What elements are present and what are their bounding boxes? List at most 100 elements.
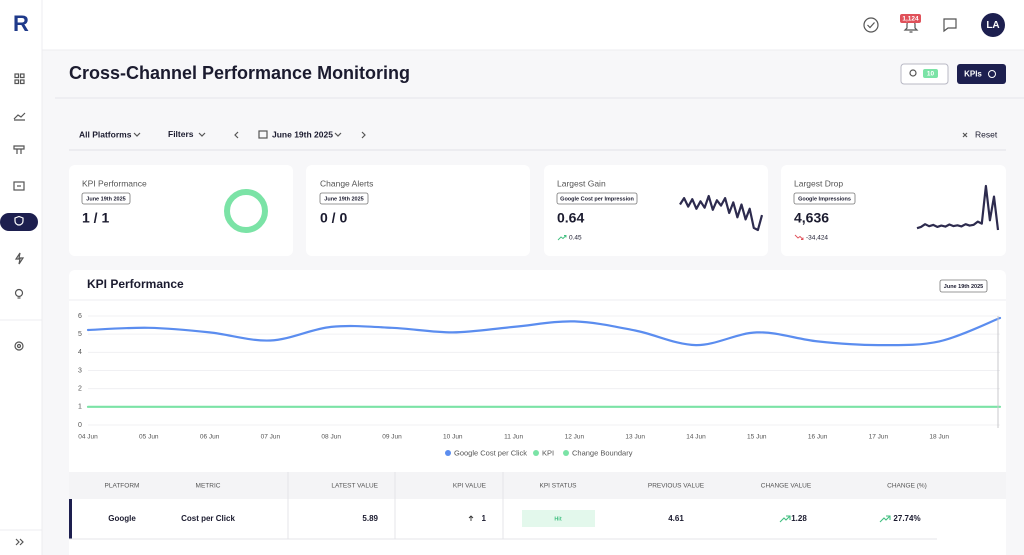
avatar-initials: LA bbox=[986, 20, 999, 31]
x-tick-label: 12 Jun bbox=[565, 434, 585, 441]
sidebar bbox=[0, 0, 42, 555]
card-delta: 0.45 bbox=[569, 235, 582, 242]
panel-date-badge bbox=[939, 279, 988, 293]
tasks-icon[interactable] bbox=[863, 17, 879, 33]
reset-button[interactable]: Reset bbox=[962, 129, 998, 139]
notifications[interactable]: 1,124 bbox=[900, 14, 921, 33]
expand-sidebar[interactable] bbox=[15, 538, 24, 546]
card-value: 0 / 0 bbox=[320, 210, 347, 226]
card-date: June 19th 2025 bbox=[86, 196, 125, 202]
insights-button[interactable]: 10 bbox=[900, 63, 949, 85]
insights-count: 10 bbox=[927, 71, 935, 78]
x-tick-label: 06 Jun bbox=[200, 434, 220, 441]
nav-performance-icon bbox=[14, 215, 24, 226]
avatar[interactable]: LA bbox=[981, 13, 1005, 37]
y-tick-label: 5 bbox=[78, 331, 82, 338]
series-line bbox=[86, 316, 1002, 347]
y-tick-label: 0 bbox=[78, 422, 82, 429]
column-header: PLATFORM bbox=[105, 483, 140, 490]
header bbox=[43, 51, 1024, 98]
column-header: KPI VALUE bbox=[453, 483, 487, 490]
cell: 1 bbox=[482, 514, 487, 523]
messages-icon[interactable] bbox=[943, 18, 957, 33]
row-indicator bbox=[69, 499, 72, 539]
panel-date: June 19th 2025 bbox=[944, 284, 983, 290]
cell: 1.28 bbox=[791, 514, 807, 523]
column-header: CHANGE VALUE bbox=[761, 483, 812, 490]
card-date: June 19th 2025 bbox=[324, 196, 363, 202]
sparkline bbox=[916, 184, 1000, 231]
column-header: LATEST VALUE bbox=[331, 483, 378, 490]
y-tick-label: 4 bbox=[78, 349, 82, 356]
card-alerts: Change Alerts June 19th 2025 0 / 0 bbox=[306, 165, 530, 256]
column-header: PREVIOUS VALUE bbox=[648, 483, 705, 490]
card-value: 0.64 bbox=[557, 210, 584, 226]
page-title: Cross-Channel Performance Monitoring bbox=[69, 63, 410, 83]
column-header: METRIC bbox=[196, 483, 221, 490]
nav-reports[interactable] bbox=[13, 145, 25, 154]
platform-label: All Platforms bbox=[79, 129, 132, 139]
nav-automation[interactable] bbox=[14, 252, 25, 265]
filters-dropdown[interactable]: Filters bbox=[168, 129, 206, 139]
x-tick-label: 08 Jun bbox=[321, 434, 341, 441]
logo[interactable]: R bbox=[13, 11, 29, 36]
cell: 27.74% bbox=[893, 514, 920, 523]
column-header: CHANGE (%) bbox=[887, 483, 927, 490]
legend-swatch bbox=[445, 450, 451, 456]
date-picker[interactable]: June 19th 2025 bbox=[258, 129, 342, 139]
table-text: PLATFORM METRIC LATEST VALUE KPI VALUE KPI S… bbox=[105, 483, 927, 523]
y-tick-label: 3 bbox=[78, 367, 82, 374]
nav-monitor[interactable] bbox=[13, 181, 25, 191]
kpis-label: KPIs bbox=[964, 70, 982, 79]
change-icon bbox=[779, 515, 791, 523]
card-title: Largest Drop bbox=[794, 178, 843, 188]
x-tick-label: 18 Jun bbox=[929, 434, 949, 441]
kpi-arrow bbox=[468, 515, 474, 521]
nav-insights[interactable] bbox=[14, 288, 24, 299]
change-icon bbox=[879, 515, 891, 523]
card-delta: -34,424 bbox=[806, 235, 828, 242]
card-gain: Largest Gain Google Cost per Impression … bbox=[544, 165, 768, 256]
nav-active[interactable] bbox=[0, 213, 38, 231]
date-label: June 19th 2025 bbox=[272, 129, 333, 139]
nav-dashboard[interactable] bbox=[14, 73, 25, 85]
y-tick-label: 6 bbox=[78, 313, 82, 320]
sparkline bbox=[679, 194, 764, 232]
prev-date[interactable] bbox=[234, 131, 239, 139]
card-kpi: KPI Performance June 19th 2025 1 / 1 bbox=[69, 165, 293, 256]
x-tick-label: 10 Jun bbox=[443, 434, 463, 441]
x-tick-label: 13 Jun bbox=[625, 434, 645, 441]
badge bbox=[900, 14, 921, 23]
legend: Google Cost per Click KPI Change Boundar… bbox=[445, 448, 633, 457]
card-title: Change Alerts bbox=[320, 178, 373, 188]
table-header bbox=[69, 472, 1006, 499]
column-header: KPI STATUS bbox=[540, 483, 578, 490]
platform-filter[interactable]: All Platforms bbox=[79, 129, 141, 139]
legend-swatch bbox=[533, 450, 539, 456]
donut bbox=[224, 189, 268, 233]
x-tick-label: 14 Jun bbox=[686, 434, 706, 441]
notification-count: 1,124 bbox=[902, 15, 919, 22]
nav-settings[interactable] bbox=[14, 341, 24, 351]
status-badge bbox=[522, 510, 595, 527]
legend-swatch bbox=[563, 450, 569, 456]
y-tick-label: 1 bbox=[78, 404, 82, 411]
card-title: KPI Performance bbox=[82, 178, 147, 188]
legend-label[interactable]: Google Cost per Click bbox=[454, 448, 527, 457]
legend-label[interactable]: KPI bbox=[542, 448, 554, 457]
cell: Hit bbox=[554, 516, 562, 522]
legend-label[interactable]: Change Boundary bbox=[572, 448, 633, 457]
x-tick-label: 15 Jun bbox=[747, 434, 767, 441]
nav-analytics[interactable] bbox=[13, 112, 26, 121]
card-value: 1 / 1 bbox=[82, 210, 109, 226]
next-date[interactable] bbox=[361, 131, 366, 139]
x-tick-label: 17 Jun bbox=[869, 434, 889, 441]
card-tag: Google Impressions bbox=[798, 196, 851, 202]
x-tick-label: 05 Jun bbox=[139, 434, 159, 441]
cell: 5.89 bbox=[362, 514, 378, 523]
cell: 4.61 bbox=[668, 514, 684, 523]
kpis-button[interactable]: KPIs bbox=[957, 64, 1006, 84]
reset-label: Reset bbox=[975, 129, 998, 139]
plot: 0 1 2 3 4 5 6 04 Jun 05 Jun 06 Jun 07 Jun 08 Jun 09 … bbox=[78, 313, 1002, 441]
